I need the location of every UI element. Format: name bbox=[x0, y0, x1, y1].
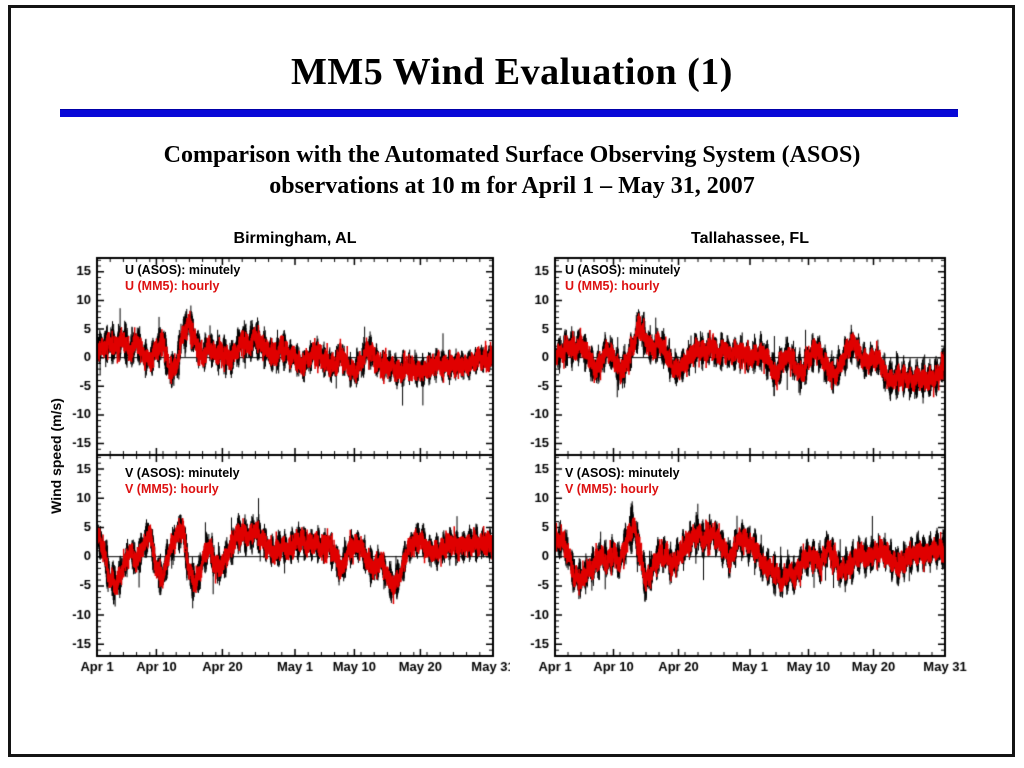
legend-birmingham-u-asos: U (ASOS): minutely bbox=[125, 263, 241, 277]
legend-tallahassee-v-mm5: V (MM5): hourly bbox=[565, 482, 659, 496]
y-axis-label: Wind speed (m/s) bbox=[48, 398, 64, 514]
tallahassee-chart-canvas bbox=[515, 250, 985, 690]
slide-subtitle: Comparison with the Automated Surface Ob… bbox=[0, 140, 1024, 202]
legend-tallahassee-v-asos: V (ASOS): minutely bbox=[565, 466, 680, 480]
legend-birmingham-v-mm5: V (MM5): hourly bbox=[125, 482, 219, 496]
legend-birmingham-v-asos: V (ASOS): minutely bbox=[125, 466, 240, 480]
chart-title-birmingham: Birmingham, AL bbox=[233, 230, 357, 247]
title-underline-rule bbox=[60, 109, 958, 117]
legend-tallahassee-u-asos: U (ASOS): minutely bbox=[565, 263, 681, 277]
chart-title-tallahassee: Tallahassee, FL bbox=[691, 230, 809, 247]
slide-border bbox=[8, 5, 1015, 757]
slide-title: MM5 Wind Evaluation (1) bbox=[291, 51, 733, 93]
birmingham-chart-canvas bbox=[40, 250, 510, 690]
subtitle-line-2: observations at 10 m for April 1 – May 3… bbox=[269, 173, 755, 199]
subtitle-line-1: Comparison with the Automated Surface Ob… bbox=[163, 142, 861, 168]
legend-birmingham-u-mm5: U (MM5): hourly bbox=[125, 279, 220, 293]
legend-tallahassee-u-mm5: U (MM5): hourly bbox=[565, 279, 660, 293]
